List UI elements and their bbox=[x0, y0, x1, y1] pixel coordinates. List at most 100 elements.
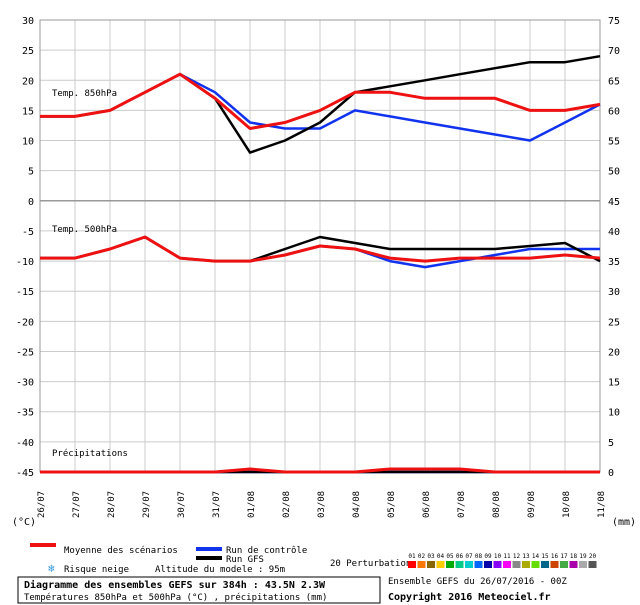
y-right-tick-label: 0 bbox=[608, 468, 614, 479]
y-right-tick-label: 60 bbox=[608, 106, 620, 117]
y-right-tick-label: 25 bbox=[608, 317, 620, 328]
x-tick-label: 10/08 bbox=[562, 491, 572, 518]
perturbation-swatch bbox=[484, 561, 492, 568]
y-left-tick-label: 10 bbox=[22, 137, 34, 148]
y-left-tick-label: -10 bbox=[16, 257, 34, 268]
perturbation-id-label: 09 bbox=[484, 553, 492, 560]
chart-subtitle: Températures 850hPa et 500hPa (°C) , pré… bbox=[24, 592, 327, 603]
perturbation-id-label: 16 bbox=[551, 553, 559, 560]
y-right-tick-label: 10 bbox=[608, 408, 620, 419]
perturbation-swatch bbox=[569, 561, 578, 568]
perturbation-swatch bbox=[579, 561, 587, 568]
x-tick-label: 06/08 bbox=[422, 491, 432, 518]
run-info: Ensemble GEFS du 26/07/2016 - 00Z bbox=[388, 577, 567, 587]
perturbation-id-label: 17 bbox=[560, 553, 568, 560]
y-left-tick-label: -40 bbox=[16, 438, 34, 449]
ensemble-mean-line bbox=[40, 467, 600, 474]
perturbation-swatch bbox=[455, 561, 464, 568]
series-lines bbox=[40, 54, 601, 474]
x-tick-label: 27/07 bbox=[72, 491, 82, 518]
y-left-tick-label: -20 bbox=[16, 317, 34, 328]
perturbation-id-label: 18 bbox=[570, 553, 578, 560]
perturbation-swatch bbox=[503, 561, 511, 568]
perturbation-swatch bbox=[541, 561, 549, 568]
perturbation-id-label: 07 bbox=[465, 553, 473, 560]
x-tick-label: 11/08 bbox=[597, 491, 607, 518]
chart-title: Diagramme des ensembles GEFS sur 384h : … bbox=[24, 579, 326, 591]
perturbation-id-label: 04 bbox=[437, 553, 445, 560]
y-right-tick-label: 70 bbox=[608, 46, 620, 57]
perturbation-id-label: 11 bbox=[503, 553, 511, 560]
perturbation-id-label: 20 bbox=[589, 553, 597, 560]
y-right-tick-label: 50 bbox=[608, 167, 620, 178]
legend-control-label: Run de contrôle bbox=[226, 545, 307, 556]
y-right-tick-label: 20 bbox=[608, 347, 620, 358]
legend-gfs-label: Run GFS bbox=[226, 555, 264, 565]
panel-label-precip: Précipitations bbox=[52, 448, 128, 459]
x-tick-label: 30/07 bbox=[177, 491, 187, 518]
perturbation-swatch bbox=[474, 561, 483, 568]
y-left-tick-label: -25 bbox=[16, 347, 34, 358]
x-tick-label: 01/08 bbox=[247, 491, 257, 518]
y-right-tick-label: 15 bbox=[608, 378, 620, 389]
perturbation-swatch bbox=[446, 561, 454, 568]
copyright: Copyright 2016 Meteociel.fr bbox=[388, 591, 551, 603]
y-right-tick-label: 55 bbox=[608, 137, 620, 148]
perturbation-swatch bbox=[465, 561, 473, 568]
x-tick-label: 31/07 bbox=[212, 491, 222, 518]
y-right-tick-label: 65 bbox=[608, 76, 620, 87]
perturbation-id-label: 08 bbox=[475, 553, 483, 560]
y-right-tick-label: 30 bbox=[608, 287, 620, 298]
perturbation-swatch bbox=[417, 561, 426, 568]
perturbation-id-label: 19 bbox=[579, 553, 587, 560]
y-left-tick-label: 25 bbox=[22, 46, 34, 57]
y-left-tick-label: 0 bbox=[28, 197, 34, 208]
legend-perturbations-label: 20 Perturbations bbox=[330, 559, 417, 569]
perturbation-id-label: 14 bbox=[532, 553, 540, 560]
y-left-tick-label: 5 bbox=[28, 167, 34, 178]
x-tick-label: 08/08 bbox=[492, 491, 502, 518]
y-right-tick-label: 40 bbox=[608, 227, 620, 238]
ensemble-mean-line bbox=[40, 235, 601, 263]
perturbation-swatch bbox=[522, 561, 530, 568]
x-tick-label: 29/07 bbox=[142, 491, 152, 518]
y-axis-labels: 302520151050-5-10-15-20-25-30-35-40-4575… bbox=[16, 16, 620, 479]
y-right-tick-label: 35 bbox=[608, 257, 620, 268]
x-tick-label: 26/07 bbox=[37, 491, 47, 518]
y-right-tick-label: 45 bbox=[608, 197, 620, 208]
y-left-tick-label: -30 bbox=[16, 378, 34, 389]
legend-snow-label: Risque neige bbox=[64, 565, 129, 575]
perturbation-swatch bbox=[588, 561, 597, 568]
y-left-tick-label: 20 bbox=[22, 76, 34, 87]
title-box bbox=[17, 576, 381, 604]
perturbation-swatch bbox=[550, 561, 559, 568]
legend-altitude-label: Altitude du modele : 95m bbox=[155, 565, 285, 575]
perturbation-id-label: 13 bbox=[522, 553, 530, 560]
y-left-tick-label: -15 bbox=[16, 287, 34, 298]
x-tick-label: 05/08 bbox=[387, 491, 397, 518]
x-tick-label: 09/08 bbox=[527, 491, 537, 518]
perturbation-swatch bbox=[427, 561, 435, 568]
y-left-tick-label: -45 bbox=[16, 468, 34, 479]
perturbation-id-label: 10 bbox=[494, 553, 502, 560]
x-tick-label: 28/07 bbox=[107, 491, 117, 518]
perturbation-id-label: 02 bbox=[418, 553, 426, 560]
left-unit-label: (°C) bbox=[12, 517, 36, 528]
y-left-tick-label: 30 bbox=[22, 16, 34, 27]
legend: Moyenne des scénarios Run de contrôle Ru… bbox=[30, 543, 597, 575]
perturbation-swatch bbox=[436, 561, 445, 568]
x-tick-label: 07/08 bbox=[457, 491, 467, 518]
perturbation-id-label: 03 bbox=[427, 553, 435, 560]
y-right-tick-label: 5 bbox=[608, 438, 614, 449]
y-right-tick-label: 75 bbox=[608, 16, 620, 27]
panel-label-500: Temp. 500hPa bbox=[52, 225, 117, 235]
perturbation-swatches: 01 02 03 04 05 06 07 08 09 10 11 12 13 14 15 16 17 18 19 20 bbox=[408, 553, 597, 568]
perturbation-id-label: 05 bbox=[446, 553, 454, 560]
perturbation-id-label: 01 bbox=[408, 553, 416, 560]
snowflake-icon: ❄ bbox=[48, 562, 55, 575]
perturbation-swatch bbox=[408, 561, 416, 568]
ensemble-mean-line bbox=[40, 72, 601, 130]
x-tick-label: 04/08 bbox=[352, 491, 362, 518]
perturbation-swatch bbox=[512, 561, 521, 568]
